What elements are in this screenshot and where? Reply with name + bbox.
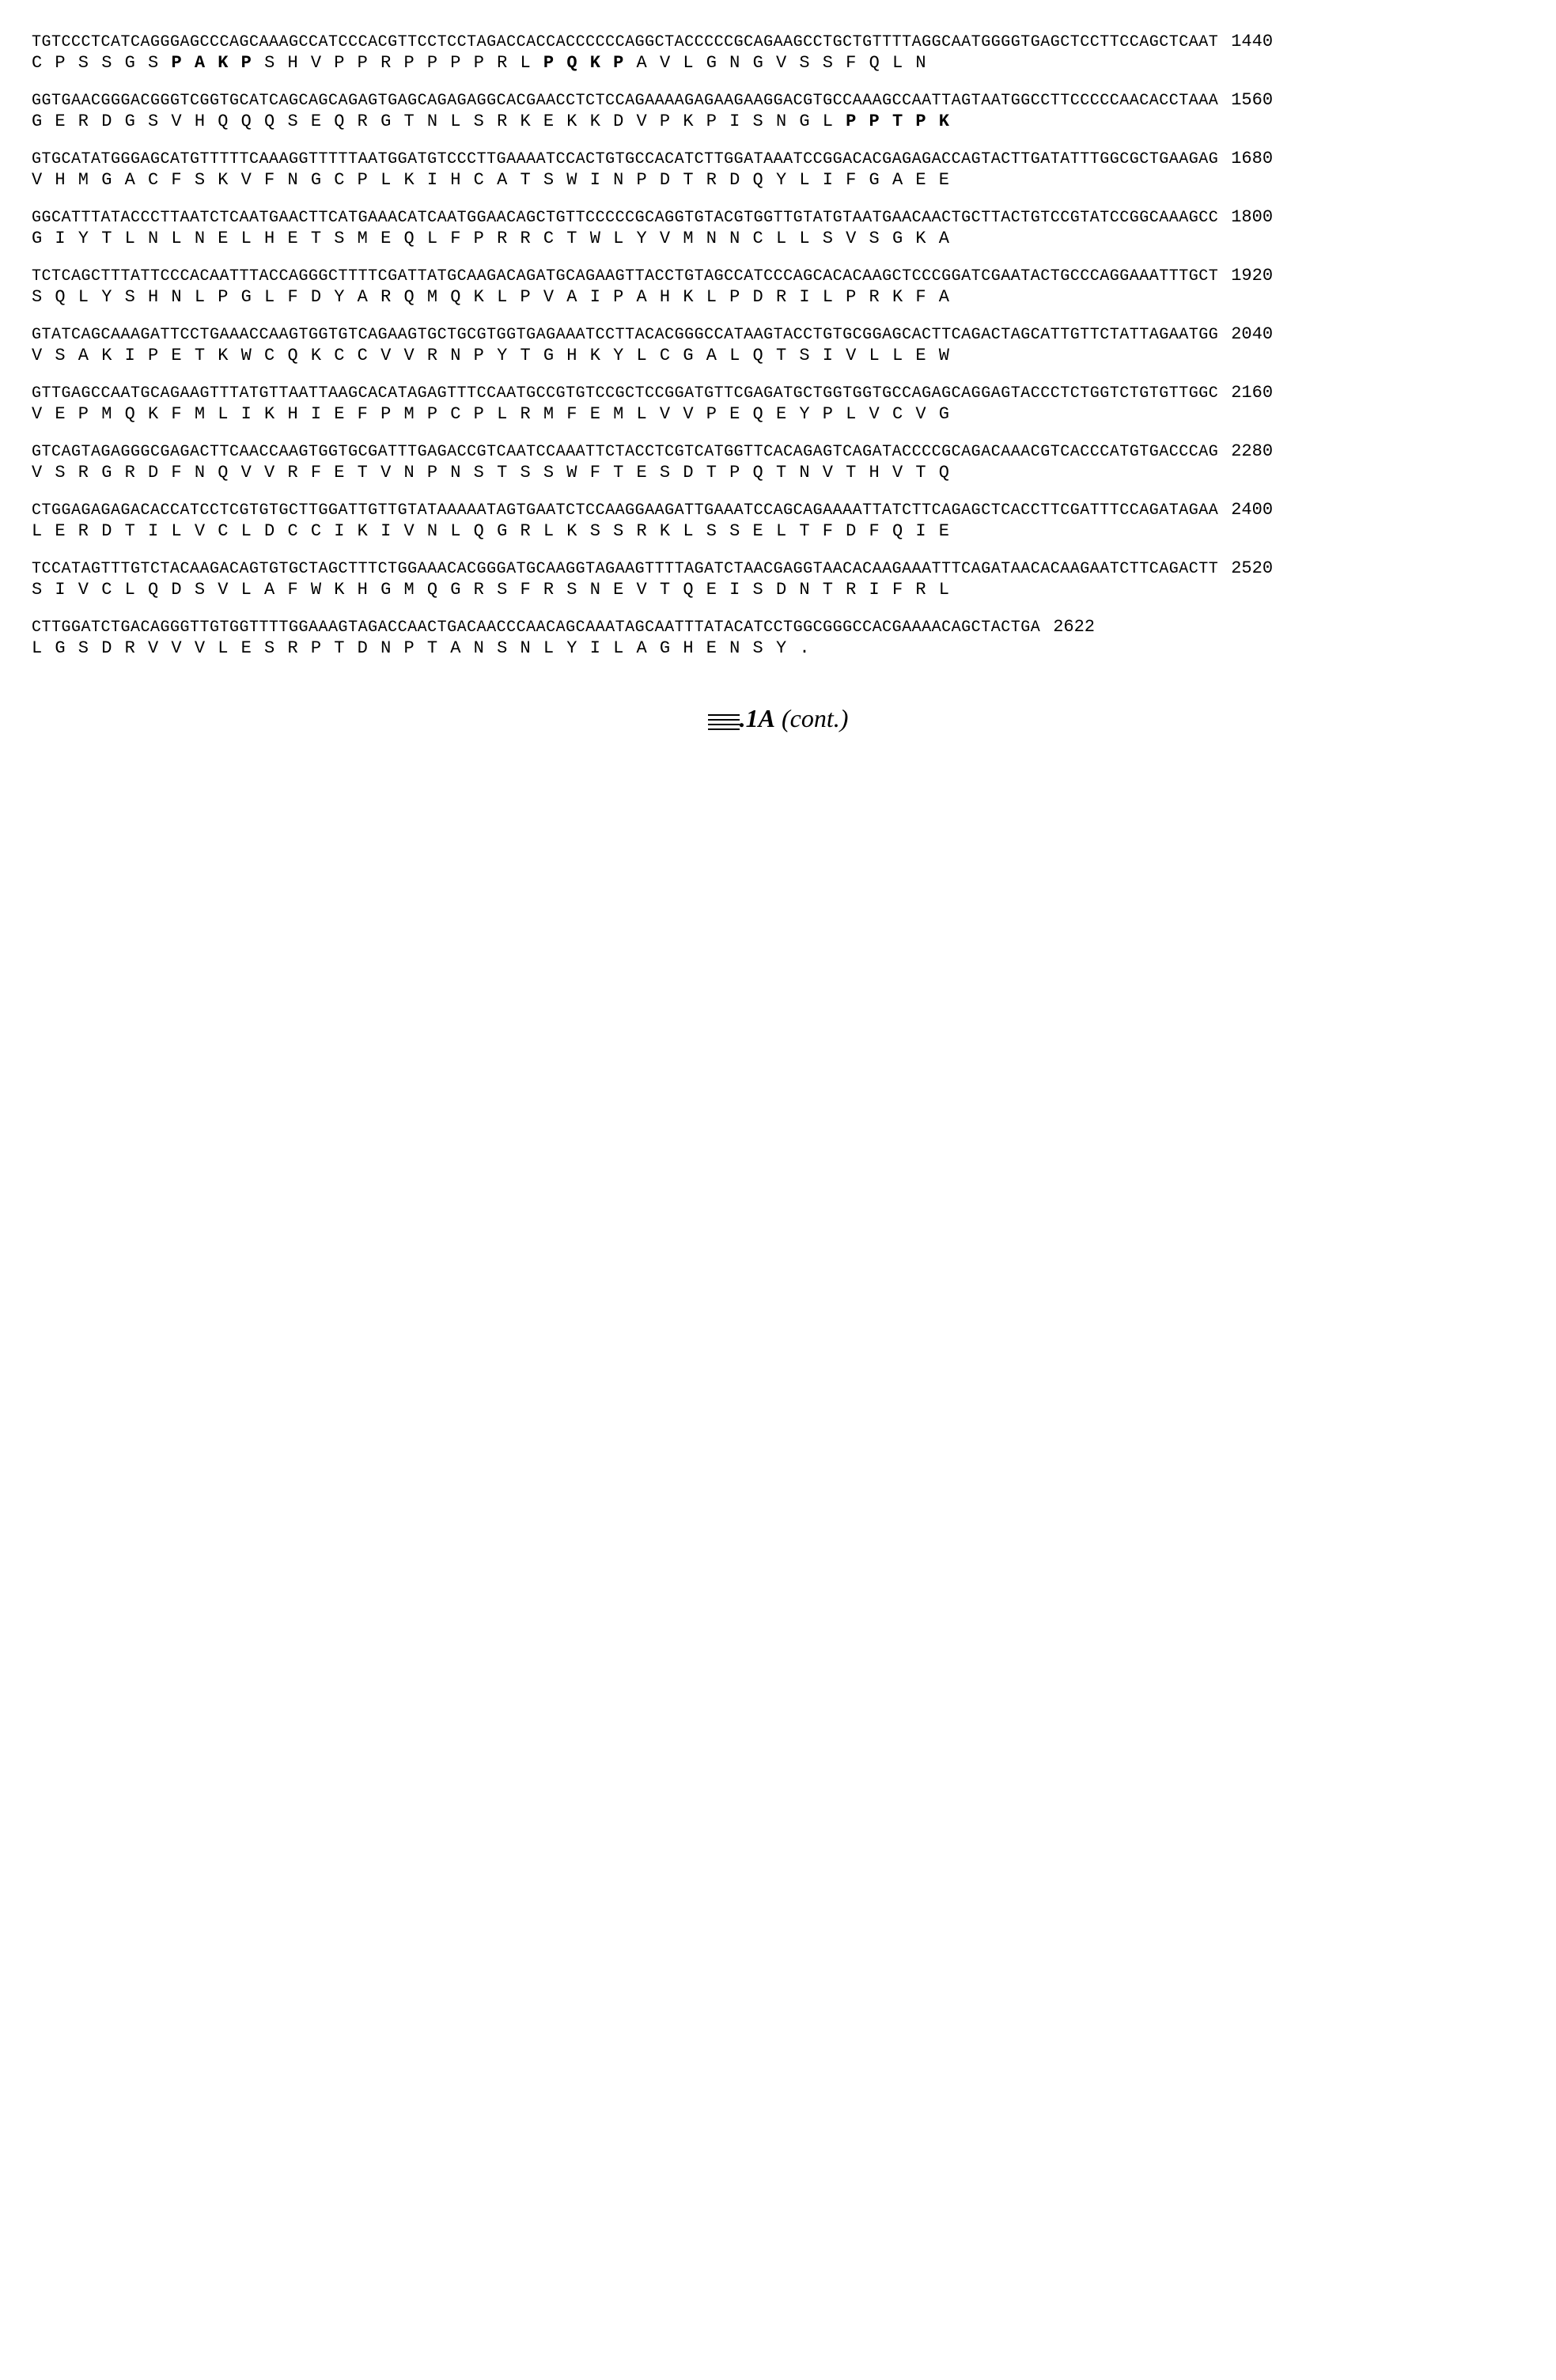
amino-acid-sequence: C P S S G S P A K P S H V P P R P P P P …: [32, 53, 1524, 73]
position-number: 2160: [1231, 383, 1273, 403]
nucleotide-row: GTTGAGCCAATGCAGAAGTTTATGTTAATTAAGCACATAG…: [32, 383, 1524, 403]
sequence-row: GTCAGTAGAGGGCGAGACTTCAACCAAGTGGTGCGATTTG…: [32, 441, 1524, 482]
aa-motif-bold: P A K P: [171, 53, 264, 73]
aa-segment: G E R D G S V H Q Q Q S E Q R G T N L S …: [32, 112, 846, 131]
position-number: 2520: [1231, 558, 1273, 578]
figure-caption: .1A (cont.): [32, 704, 1524, 733]
sequence-row: TGTCCCTCATCAGGGAGCCCAGCAAAGCCATCCCACGTTC…: [32, 32, 1524, 73]
sequence-row: CTGGAGAGAGACACCATCCTCGTGTGCTTGGATTGTTGTA…: [32, 500, 1524, 541]
amino-acid-sequence: G E R D G S V H Q Q Q S E Q R G T N L S …: [32, 112, 1524, 131]
nucleotide-row: GTCAGTAGAGGGCGAGACTTCAACCAAGTGGTGCGATTTG…: [32, 441, 1524, 461]
sequence-row: GTATCAGCAAAGATTCCTGAAACCAAGTGGTGTCAGAAGT…: [32, 324, 1524, 365]
figure-lines-icon: [708, 710, 740, 732]
nucleotide-row: GGCATTTATACCCTTAATCTCAATGAACTTCATGAAACAT…: [32, 207, 1524, 227]
amino-acid-sequence: V E P M Q K F M L I K H I E F P M P C P …: [32, 404, 1524, 424]
nucleotide-sequence: TGTCCCTCATCAGGGAGCCCAGCAAAGCCATCCCACGTTC…: [32, 33, 1218, 51]
sequence-row: GGCATTTATACCCTTAATCTCAATGAACTTCATGAAACAT…: [32, 207, 1524, 248]
amino-acid-sequence: S I V C L Q D S V L A F W K H G M Q G R …: [32, 580, 1524, 600]
nucleotide-sequence: GGCATTTATACCCTTAATCTCAATGAACTTCATGAAACAT…: [32, 209, 1218, 227]
aa-motif-bold: P P T P K: [846, 112, 950, 131]
position-number: 1680: [1231, 149, 1273, 168]
position-number: 1440: [1231, 32, 1273, 51]
aa-segment: V S A K I P E T K W C Q K C C V V R N P …: [32, 346, 950, 365]
amino-acid-sequence: L E R D T I L V C L D C C I K I V N L Q …: [32, 521, 1524, 541]
nucleotide-sequence: GTGCATATGGGAGCATGTTTTTCAAAGGTTTTTAATGGAT…: [32, 150, 1218, 168]
nucleotide-sequence: GTCAGTAGAGGGCGAGACTTCAACCAAGTGGTGCGATTTG…: [32, 443, 1218, 461]
position-number: 1920: [1231, 266, 1273, 286]
position-number: 1560: [1231, 90, 1273, 110]
position-number: 2622: [1053, 617, 1095, 637]
figure-number: .1A: [740, 704, 775, 732]
nucleotide-row: GGTGAACGGGACGGGTCGGTGCATCAGCAGCAGAGTGAGC…: [32, 90, 1524, 110]
aa-segment: L E R D T I L V C L D C C I K I V N L Q …: [32, 521, 950, 541]
sequence-row: GTTGAGCCAATGCAGAAGTTTATGTTAATTAAGCACATAG…: [32, 383, 1524, 424]
sequence-row: GTGCATATGGGAGCATGTTTTTCAAAGGTTTTTAATGGAT…: [32, 149, 1524, 190]
aa-segment: V H M G A C F S K V F N G C P L K I H C …: [32, 170, 950, 190]
aa-segment: A V L G N G V S S F Q L N: [637, 53, 928, 73]
aa-segment: L G S D R V V V L E S R P T D N P T A N …: [32, 638, 811, 658]
figure-cont: (cont.): [782, 704, 848, 732]
nucleotide-sequence: CTTGGATCTGACAGGGTTGTGGTTTTGGAAAGTAGACCAA…: [32, 619, 1040, 637]
nucleotide-row: TGTCCCTCATCAGGGAGCCCAGCAAAGCCATCCCACGTTC…: [32, 32, 1524, 51]
aa-segment: S Q L Y S H N L P G L F D Y A R Q M Q K …: [32, 287, 950, 307]
sequence-row: CTTGGATCTGACAGGGTTGTGGTTTTGGAAAGTAGACCAA…: [32, 617, 1524, 658]
amino-acid-sequence: V S A K I P E T K W C Q K C C V V R N P …: [32, 346, 1524, 365]
nucleotide-sequence: GTATCAGCAAAGATTCCTGAAACCAAGTGGTGTCAGAAGT…: [32, 326, 1218, 344]
nucleotide-row: TCCATAGTTTGTCTACAAGACAGTGTGCTAGCTTTCTGGA…: [32, 558, 1524, 578]
sequence-row: TCCATAGTTTGTCTACAAGACAGTGTGCTAGCTTTCTGGA…: [32, 558, 1524, 600]
aa-segment: S I V C L Q D S V L A F W K H G M Q G R …: [32, 580, 950, 600]
nucleotide-sequence: GTTGAGCCAATGCAGAAGTTTATGTTAATTAAGCACATAG…: [32, 384, 1218, 403]
position-number: 2400: [1231, 500, 1273, 520]
sequence-alignment-block: TGTCCCTCATCAGGGAGCCCAGCAAAGCCATCCCACGTTC…: [32, 32, 1524, 672]
nucleotide-sequence: TCTCAGCTTTATTCCCACAATTTACCAGGGCTTTTCGATT…: [32, 267, 1218, 286]
sequence-row: TCTCAGCTTTATTCCCACAATTTACCAGGGCTTTTCGATT…: [32, 266, 1524, 307]
aa-segment: G I Y T L N L N E L H E T S M E Q L F P …: [32, 229, 950, 248]
nucleotide-row: CTGGAGAGAGACACCATCCTCGTGTGCTTGGATTGTTGTA…: [32, 500, 1524, 520]
nucleotide-row: TCTCAGCTTTATTCCCACAATTTACCAGGGCTTTTCGATT…: [32, 266, 1524, 286]
position-number: 2040: [1231, 324, 1273, 344]
position-number: 1800: [1231, 207, 1273, 227]
aa-motif-bold: P Q K P: [543, 53, 637, 73]
aa-segment: V S R G R D F N Q V V R F E T V N P N S …: [32, 463, 950, 482]
amino-acid-sequence: S Q L Y S H N L P G L F D Y A R Q M Q K …: [32, 287, 1524, 307]
nucleotide-row: GTATCAGCAAAGATTCCTGAAACCAAGTGGTGTCAGAAGT…: [32, 324, 1524, 344]
nucleotide-sequence: CTGGAGAGAGACACCATCCTCGTGTGCTTGGATTGTTGTA…: [32, 501, 1218, 520]
aa-segment: S H V P P R P P P P R L: [264, 53, 543, 73]
sequence-row: GGTGAACGGGACGGGTCGGTGCATCAGCAGCAGAGTGAGC…: [32, 90, 1524, 131]
amino-acid-sequence: G I Y T L N L N E L H E T S M E Q L F P …: [32, 229, 1524, 248]
amino-acid-sequence: L G S D R V V V L E S R P T D N P T A N …: [32, 638, 1524, 658]
position-number: 2280: [1231, 441, 1273, 461]
nucleotide-row: GTGCATATGGGAGCATGTTTTTCAAAGGTTTTTAATGGAT…: [32, 149, 1524, 168]
amino-acid-sequence: V H M G A C F S K V F N G C P L K I H C …: [32, 170, 1524, 190]
aa-segment: C P S S G S: [32, 53, 171, 73]
nucleotide-sequence: TCCATAGTTTGTCTACAAGACAGTGTGCTAGCTTTCTGGA…: [32, 560, 1218, 578]
aa-segment: V E P M Q K F M L I K H I E F P M P C P …: [32, 404, 950, 424]
nucleotide-row: CTTGGATCTGACAGGGTTGTGGTTTTGGAAAGTAGACCAA…: [32, 617, 1524, 637]
nucleotide-sequence: GGTGAACGGGACGGGTCGGTGCATCAGCAGCAGAGTGAGC…: [32, 92, 1218, 110]
amino-acid-sequence: V S R G R D F N Q V V R F E T V N P N S …: [32, 463, 1524, 482]
